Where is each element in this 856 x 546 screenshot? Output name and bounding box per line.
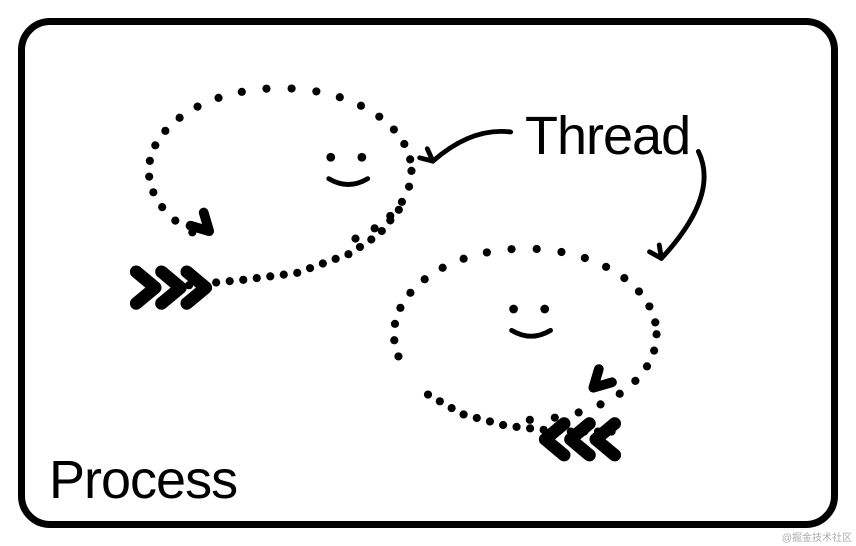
thread-label: Thread (525, 105, 690, 167)
process-frame: Process Thread (18, 18, 838, 528)
watermark: @掘金技术社区 (782, 529, 852, 544)
process-label: Process (49, 449, 237, 511)
diagram-svg (25, 25, 831, 521)
